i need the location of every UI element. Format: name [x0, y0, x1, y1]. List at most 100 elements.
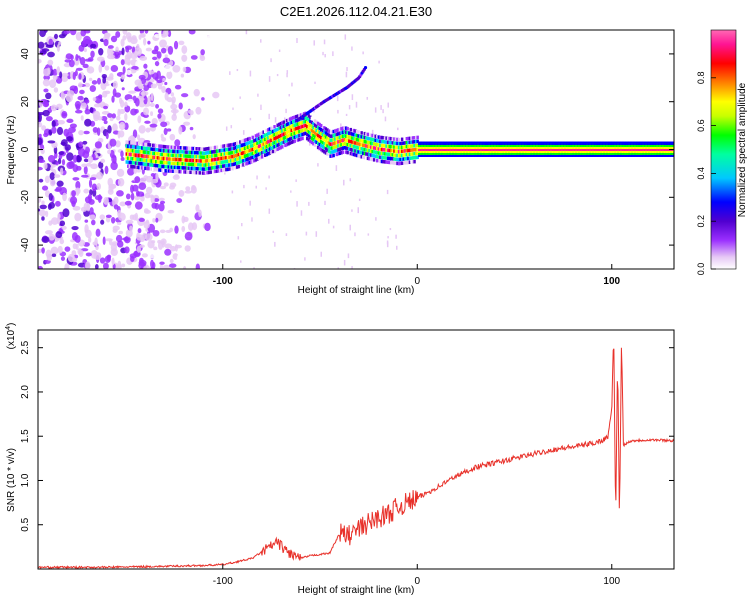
heatmap-ridge-cell: [125, 152, 128, 156]
heatmap-noise-cell: [64, 144, 71, 151]
heatmap-ridge-cell: [323, 130, 326, 134]
heatmap-ridge-cell: [298, 129, 301, 134]
heatmap-ridge-cell: [528, 153, 531, 157]
heatmap-ridge-cell: [165, 145, 169, 149]
heatmap-ridge-cell: [444, 141, 447, 146]
heatmap-noise-cell: [164, 64, 173, 73]
heatmap-ridge-cell: [528, 151, 531, 155]
heatmap-noise-cell: [43, 88, 49, 93]
heatmap-ridge-cell: [425, 145, 429, 150]
heatmap-ridge-cell: [386, 156, 390, 161]
heatmap-ridge-cell: [551, 151, 555, 155]
heatmap-noise-cell: [109, 72, 114, 80]
heatmap-ridge-cell: [519, 153, 522, 157]
heatmap-ridge-cell: [330, 142, 334, 146]
heatmap-ridge-cell: [592, 149, 595, 153]
heatmap-ridge-cell: [324, 143, 328, 147]
heatmap-ridge-cell: [442, 141, 446, 146]
heatmap-ridge-cell: [243, 154, 247, 158]
heatmap-noise-cell: [96, 182, 102, 191]
heatmap-ridge-cell: [635, 141, 639, 146]
heatmap-ridge-cell: [531, 143, 535, 148]
heatmap-noise-cell: [155, 103, 160, 109]
heatmap-ridge-cell: [203, 151, 206, 155]
heatmap-ridge-cell: [372, 134, 376, 138]
heatmap-ridge-cell: [467, 153, 471, 157]
heatmap-ridge-cell: [590, 147, 594, 151]
heatmap-ridge-cell: [125, 140, 128, 144]
heatmap-ridge-cell: [442, 151, 446, 155]
heatmap-ridge-cell: [603, 147, 606, 151]
heatmap-ridge-cell: [439, 147, 443, 151]
heatmap-ridge-cell: [568, 141, 572, 146]
heatmap-ridge-cell: [159, 156, 163, 160]
heatmap-noise-cell: [249, 70, 252, 77]
heatmap-noise-cell: [159, 185, 167, 190]
heatmap-ridge-cell: [610, 153, 614, 157]
heatmap-ridge-cell: [155, 167, 158, 172]
heatmap-ridge-cell: [520, 143, 524, 148]
heatmap-ridge-cell: [617, 151, 620, 155]
heatmap-ridge-cell: [278, 130, 281, 135]
heatmap-ridge-cell: [430, 149, 433, 153]
heatmap-ridge-cell: [662, 145, 665, 150]
heatmap-ridge-cell: [603, 151, 606, 155]
heatmap-noise-cell: [74, 100, 81, 109]
heatmap-noise-cell: [78, 82, 83, 88]
heatmap-noise-cell: [134, 50, 138, 58]
heatmap-ridge-cell: [276, 127, 279, 131]
heatmap-ridge-cell: [411, 140, 415, 144]
heatmap-noise-cell: [358, 198, 361, 202]
heatmap-noise-cell: [117, 209, 122, 218]
heatmap-noise-cell: [161, 33, 167, 38]
heatmap-noise-cell: [66, 118, 74, 124]
heatmap-ridge-cell: [127, 156, 130, 160]
heatmap-ridge-cell: [327, 149, 331, 153]
heatmap-ridge-cell: [323, 138, 326, 142]
heatmap-ridge-cell: [399, 141, 402, 146]
heatmap-ridge-cell: [393, 145, 396, 149]
heatmap-ridge-cell: [385, 140, 388, 144]
heatmap-ridge-cell: [656, 149, 659, 153]
heatmap-ridge-cell: [422, 147, 426, 151]
heatmap-ridge-cell: [130, 144, 133, 149]
heatmap-ridge-cell: [495, 149, 499, 153]
heatmap-ridge-cell: [534, 151, 538, 155]
heatmap-ridge-cell: [517, 145, 521, 150]
heatmap-ridge-cell: [629, 151, 633, 155]
heatmap-ridge-cell: [207, 162, 211, 167]
heatmap-noise-cell: [107, 125, 112, 134]
heatmap-ridge-cell: [660, 153, 664, 157]
heatmap-ridge-cell: [637, 151, 640, 155]
heatmap-ridge-cell: [329, 138, 332, 142]
heatmap-ridge-cell: [334, 141, 337, 145]
heatmap-ridge-cell: [643, 149, 647, 153]
heatmap-ridge-cell: [503, 145, 507, 150]
heatmap-ridge-cell: [267, 148, 270, 152]
heatmap-noise-cell: [159, 200, 166, 205]
heatmap-noise-cell: [167, 45, 174, 55]
heatmap-noise-cell: [78, 249, 84, 258]
heatmap-ridge-cell: [165, 149, 169, 153]
heatmap-ridge-cell: [352, 144, 356, 149]
heatmap-ridge-cell: [663, 143, 667, 148]
heatmap-ridge-cell: [436, 149, 440, 153]
heatmap-ridge-cell: [145, 146, 149, 151]
heatmap-ridge-cell: [316, 137, 320, 142]
heatmap-ridge-cell: [156, 160, 160, 164]
heatmap-ridge-cell: [363, 131, 366, 136]
heatmap-ridge-cell: [603, 145, 606, 150]
heatmap-ridge-cell: [268, 151, 272, 155]
colorbar-tick-label: 0.4: [696, 167, 706, 180]
heatmap-ridge-cell: [380, 135, 384, 140]
heatmap-ridge-cell: [169, 153, 172, 157]
heatmap-ridge-cell: [609, 153, 612, 157]
heatmap-ridge-cell: [293, 123, 296, 127]
heatmap-ridge-cell: [404, 149, 407, 153]
heatmap-ridge-cell: [360, 131, 363, 135]
heatmap-ridge-cell: [449, 149, 452, 153]
heatmap-ridge-cell: [638, 149, 642, 153]
heatmap-noise-cell: [138, 182, 147, 191]
heatmap-ridge-cell: [598, 143, 601, 148]
heatmap-ridge-cell: [176, 149, 180, 154]
